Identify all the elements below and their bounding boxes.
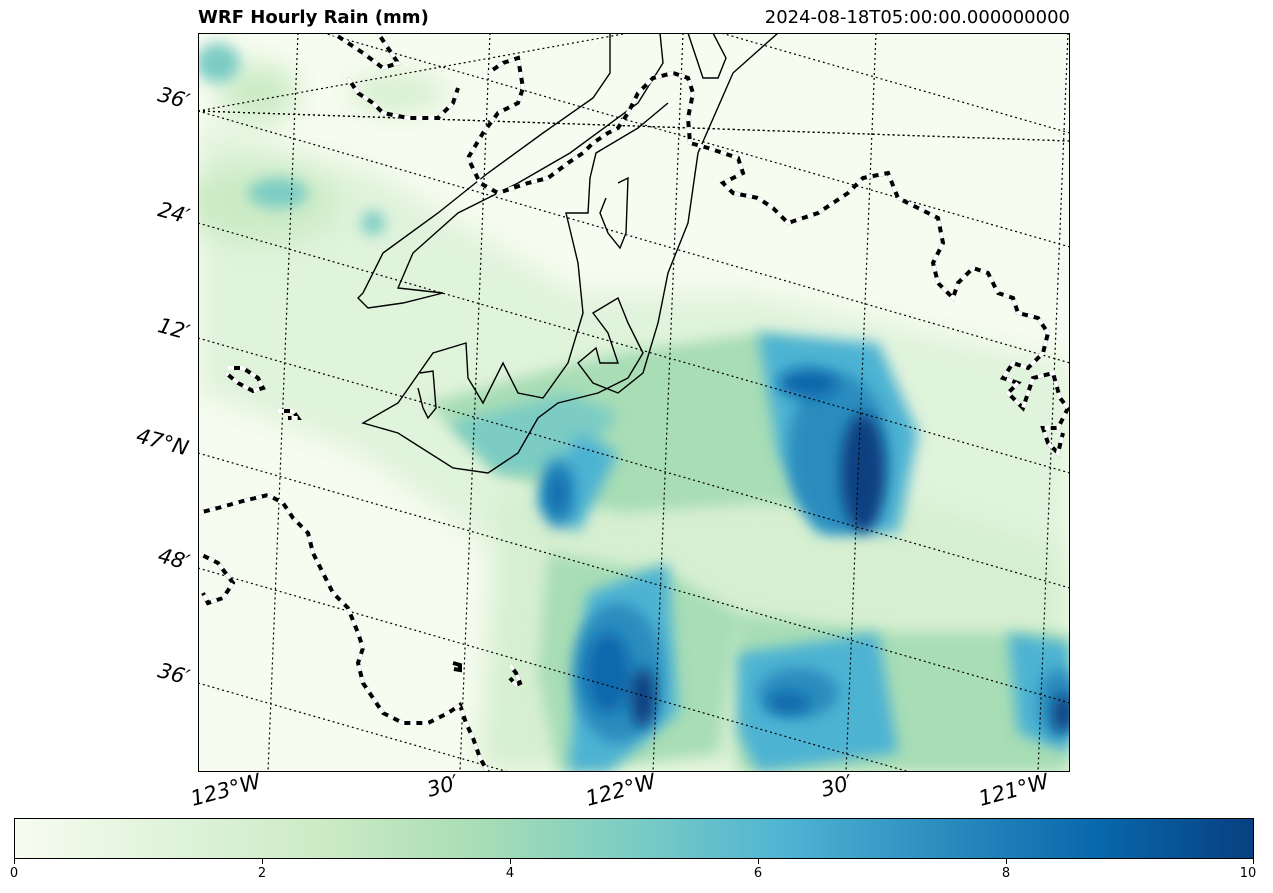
lon-label: 123°W <box>188 769 264 811</box>
rain-map <box>198 33 1070 772</box>
lat-label: 48′ <box>155 543 193 575</box>
graticule <box>198 33 1070 772</box>
lat-label: 12′ <box>155 313 193 345</box>
lon-label: 30′ <box>818 770 856 802</box>
colorbar-label: 4 <box>505 866 515 881</box>
lon-label: 30′ <box>424 770 462 802</box>
coastlines <box>198 33 1070 772</box>
terrain-contour <box>357 33 779 474</box>
colorbar-tick <box>758 859 759 864</box>
lat-label: 36′ <box>155 658 193 690</box>
colorbar-tick <box>1006 859 1007 864</box>
colorbar-label: 0 <box>9 866 19 881</box>
rain-field <box>198 33 1070 772</box>
colorbar-label: 8 <box>1001 866 1011 881</box>
colorbar-tick <box>510 859 511 864</box>
plot-title: WRF Hourly Rain (mm) <box>198 7 429 28</box>
colorbar-label: 2 <box>257 866 267 881</box>
colorbar-tick <box>262 859 263 864</box>
colorbar-label: 10 <box>1239 866 1257 881</box>
colorbar-tick <box>1253 859 1254 864</box>
lon-label: 121°W <box>976 769 1052 811</box>
colorbar-tick <box>14 859 15 864</box>
lon-label: 122°W <box>583 769 659 811</box>
colorbar <box>14 818 1254 859</box>
lat-label: 36′ <box>155 82 193 114</box>
lat-label: 24′ <box>155 197 193 229</box>
lat-label: 47°N <box>133 423 192 461</box>
rain-core <box>550 368 1070 733</box>
map-border <box>198 33 1070 772</box>
valid-time: 2024-08-18T05:00:00.000000000 <box>764 7 1070 28</box>
colorbar-label: 6 <box>753 866 763 881</box>
